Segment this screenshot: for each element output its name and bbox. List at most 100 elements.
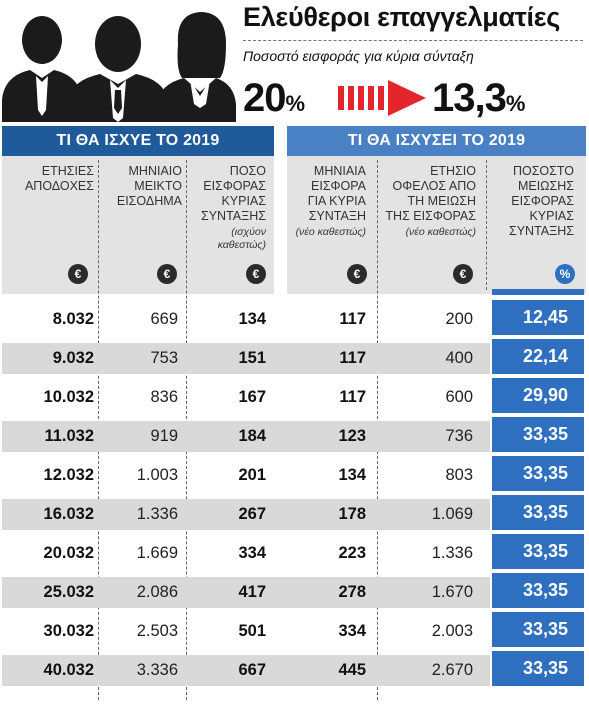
table-cell: 1.336	[136, 505, 178, 523]
table-cell: 30.032	[43, 622, 94, 640]
column-header-line: ΕΙΣΦΟΡΑ	[311, 179, 366, 193]
table-row: 10.032 836 167 117 600	[2, 382, 490, 413]
column-header-line: ΚΥΡΙΑΣ	[529, 209, 574, 223]
column-header-line: ΕΙΣΦΟΡΑΣ	[203, 179, 266, 193]
column-header-line: ΜΕΙΩΣΗΣ	[517, 179, 574, 193]
reduction-percent-cell: 29,90	[492, 378, 584, 413]
table-cell: 600	[445, 388, 473, 406]
table-cell: 667	[238, 661, 266, 679]
column-header-bg-right	[287, 156, 586, 294]
old-rate-unit: %	[285, 91, 306, 116]
table-cell: 2.503	[136, 622, 178, 640]
page-title: Ελεύθεροι επαγγελματίες	[243, 2, 560, 32]
table-cell: 3.336	[136, 661, 178, 679]
table-cell: 1.003	[136, 466, 178, 484]
table-cell: 117	[339, 310, 366, 328]
table-cell: 400	[445, 349, 473, 367]
old-rate: 20%	[243, 76, 305, 126]
table-cell: 2.003	[431, 622, 473, 640]
column-header-line: ΤΗ ΜΕΙΩΣΗ	[407, 194, 476, 208]
column-header-line: ΑΠΟΔΟΧΕΣ	[24, 179, 94, 193]
column-header-line: ΜΗΝΙΑΙΑ	[313, 164, 366, 178]
percent-icon: %	[555, 264, 575, 284]
column-header-6: ΠΟΣΟΣΤΟ ΜΕΙΩΣΗΣ ΕΙΣΦΟΡΑΣ ΚΥΡΙΑΣ ΣΥΝΤΑΞΗΣ	[494, 164, 574, 239]
reduction-percent-cell: 33,35	[492, 534, 584, 569]
reduction-percent-cell: 22,14	[492, 339, 584, 374]
new-rate: 13,3%	[432, 76, 525, 126]
column-header-3: ΠΟΣΟ ΕΙΣΦΟΡΑΣ ΚΥΡΙΑΣ ΣΥΝΤΑΞΗΣ (ισχύον καθεστ…	[190, 164, 266, 252]
column-header-line: ΜΕΙΚΤΟ	[134, 179, 182, 193]
column-header-line: ΣΥΝΤΑΞΗΣ	[508, 224, 574, 238]
euro-icon: €	[68, 264, 88, 284]
table-row: 20.032 1.669 334 223 1.336	[2, 538, 490, 569]
table-cell: 1.669	[136, 544, 178, 562]
column-header-line: ΚΥΡΙΑΣ	[221, 194, 266, 208]
section-current-header: ΤΙ ΘΑ ΙΣΧΥΕ ΤΟ 2019	[2, 126, 274, 156]
column-header-note: (νέο καθεστώς)	[295, 226, 366, 238]
column-header-line: ΕΙΣΟΔΗΜΑ	[116, 194, 182, 208]
highlight-column-top	[492, 289, 584, 295]
table-row: 16.032 1.336 267 178 1.069	[2, 499, 490, 530]
reduction-percent-cell: 33,35	[492, 651, 584, 686]
column-header-line: ΣΥΝΤΑΞΗΣ	[200, 209, 266, 223]
euro-icon: €	[347, 264, 367, 284]
column-header-note: (ισχύον καθεστώς)	[217, 226, 266, 251]
reduction-percent-cell: 33,35	[492, 495, 584, 530]
red-arrow-icon	[338, 80, 426, 116]
euro-icon: €	[246, 264, 266, 284]
section-new-header: ΤΙ ΘΑ ΙΣΧΥΣΕΙ ΤΟ 2019	[287, 126, 586, 156]
column-divider	[486, 160, 487, 290]
table-cell: 184	[238, 427, 266, 445]
reduction-percent-cell: 33,35	[492, 456, 584, 491]
table-row: 11.032 919 184 123 736	[2, 421, 490, 452]
old-rate-value: 20	[243, 76, 286, 120]
table-cell: 178	[338, 505, 366, 523]
table-cell: 16.032	[43, 505, 94, 523]
table-cell: 1.069	[431, 505, 473, 523]
table-cell: 501	[238, 622, 266, 640]
table-row: 25.032 2.086 417 278 1.670	[2, 577, 490, 608]
table-cell: 736	[445, 427, 473, 445]
table-cell: 25.032	[43, 583, 94, 601]
table-cell: 134	[338, 466, 366, 484]
column-header-line: ΟΦΕΛΟΣ ΑΠΟ	[392, 179, 476, 193]
column-header-line: ΤΗΣ ΕΙΣΦΟΡΑΣ	[385, 209, 476, 223]
column-header-line: ΠΟΣΟ	[229, 164, 266, 178]
table-cell: 123	[338, 427, 366, 445]
table-cell: 200	[445, 310, 473, 328]
table-cell: 223	[338, 544, 366, 562]
table-row: 8.032 669 134 117 200	[2, 304, 490, 335]
table-cell: 334	[238, 544, 266, 562]
column-header-line: ΓΙΑ ΚΥΡΙΑ	[307, 194, 366, 208]
table-row: 30.032 2.503 501 334 2.003	[2, 616, 490, 647]
table-cell: 117	[339, 349, 366, 367]
reduction-percent-cell: 12,45	[492, 300, 584, 335]
table-cell: 8.032	[52, 310, 94, 328]
page-subtitle: Ποσοστό εισφοράς για κύρια σύνταξη	[243, 48, 474, 64]
column-header-line: ΕΙΣΦΟΡΑΣ	[511, 194, 574, 208]
column-header-1: ΕΤΗΣΙΕΣ ΑΠΟΔΟΧΕΣ	[6, 164, 94, 194]
table-cell: 278	[338, 583, 366, 601]
table-cell: 2.086	[136, 583, 178, 601]
table-cell: 753	[150, 349, 178, 367]
table-cell: 836	[150, 388, 178, 406]
reduction-percent-cell: 33,35	[492, 417, 584, 452]
table-cell: 20.032	[43, 544, 94, 562]
table-cell: 1.336	[431, 544, 473, 562]
column-header-note: (νέο καθεστώς)	[405, 226, 476, 238]
table-cell: 445	[338, 661, 366, 679]
table-cell: 167	[238, 388, 266, 406]
table-cell: 267	[238, 505, 266, 523]
table-cell: 151	[238, 349, 266, 367]
table-cell: 201	[238, 466, 266, 484]
table-cell: 919	[150, 427, 178, 445]
euro-icon: €	[157, 264, 177, 284]
reduction-percent-cell: 33,35	[492, 573, 584, 608]
table-cell: 803	[445, 466, 473, 484]
table-cell: 12.032	[43, 466, 94, 484]
table-cell: 1.670	[431, 583, 473, 601]
column-header-line: ΜΗΝΙΑΙΟ	[128, 164, 182, 178]
new-rate-unit: %	[505, 91, 526, 116]
table-cell: 10.032	[43, 388, 94, 406]
table-row: 40.032 3.336 667 445 2.670	[2, 655, 490, 686]
